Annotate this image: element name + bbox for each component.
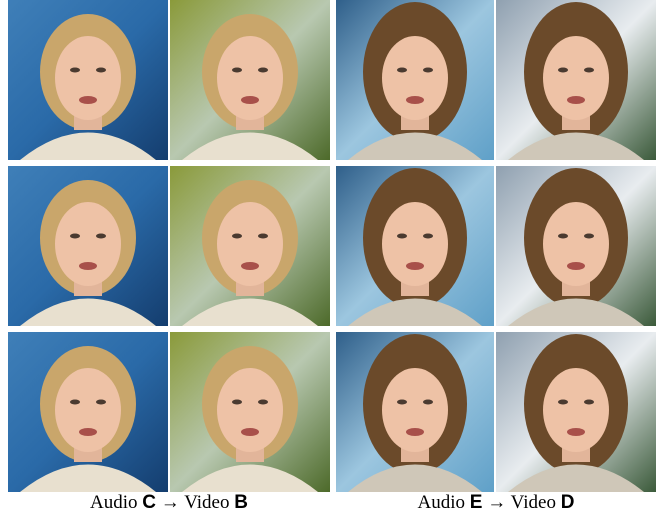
face [217,202,283,286]
caption-id: E [470,492,483,513]
mouth [567,262,585,270]
caption-word: Video [511,492,556,513]
eye [96,234,106,239]
photo [8,0,168,160]
eye [258,400,268,405]
photo [170,332,330,492]
caption-word: Audio [418,492,466,513]
mouth [241,262,259,270]
mouth [241,96,259,104]
caption-word: Video [184,492,229,513]
eye [423,234,433,239]
photo [496,332,656,492]
eye [397,400,407,405]
face [217,368,283,452]
eye [584,400,594,405]
eye [397,68,407,73]
face [55,368,121,452]
photo [170,0,330,160]
face [55,202,121,286]
photo [170,166,330,326]
eye [70,68,80,73]
mouth [406,428,424,436]
caption-arrow: → [161,492,180,513]
photo [336,332,494,492]
eye [584,234,594,239]
caption-id: C [142,492,156,513]
photo [336,166,494,326]
caption-word: Audio [90,492,138,513]
mouth [79,262,97,270]
face [543,36,609,120]
face [382,202,448,286]
eye [232,234,242,239]
mouth [567,96,585,104]
caption: Audio E → Video D [418,492,575,513]
image-grid [8,0,656,492]
face [217,36,283,120]
mouth [241,428,259,436]
face [543,202,609,286]
mouth [79,428,97,436]
face [55,36,121,120]
eye [558,234,568,239]
eye [70,234,80,239]
caption-arrow: → [487,492,506,513]
photo [336,0,494,160]
eye [423,68,433,73]
figure: Audio C → Video B Audio E → Video D [0,0,660,518]
caption-id: B [234,492,248,513]
caption-id: D [561,492,575,513]
face [382,368,448,452]
eye [96,400,106,405]
eye [232,400,242,405]
eye [423,400,433,405]
eye [584,68,594,73]
mouth [79,96,97,104]
eye [258,234,268,239]
face [382,36,448,120]
mouth [406,96,424,104]
mouth [406,262,424,270]
face [543,368,609,452]
caption: Audio C → Video B [90,492,248,513]
eye [558,68,568,73]
eye [558,400,568,405]
photo [8,332,168,492]
eye [397,234,407,239]
eye [258,68,268,73]
photo [496,0,656,160]
photo [496,166,656,326]
mouth [567,428,585,436]
photo [8,166,168,326]
eye [232,68,242,73]
eye [96,68,106,73]
eye [70,400,80,405]
